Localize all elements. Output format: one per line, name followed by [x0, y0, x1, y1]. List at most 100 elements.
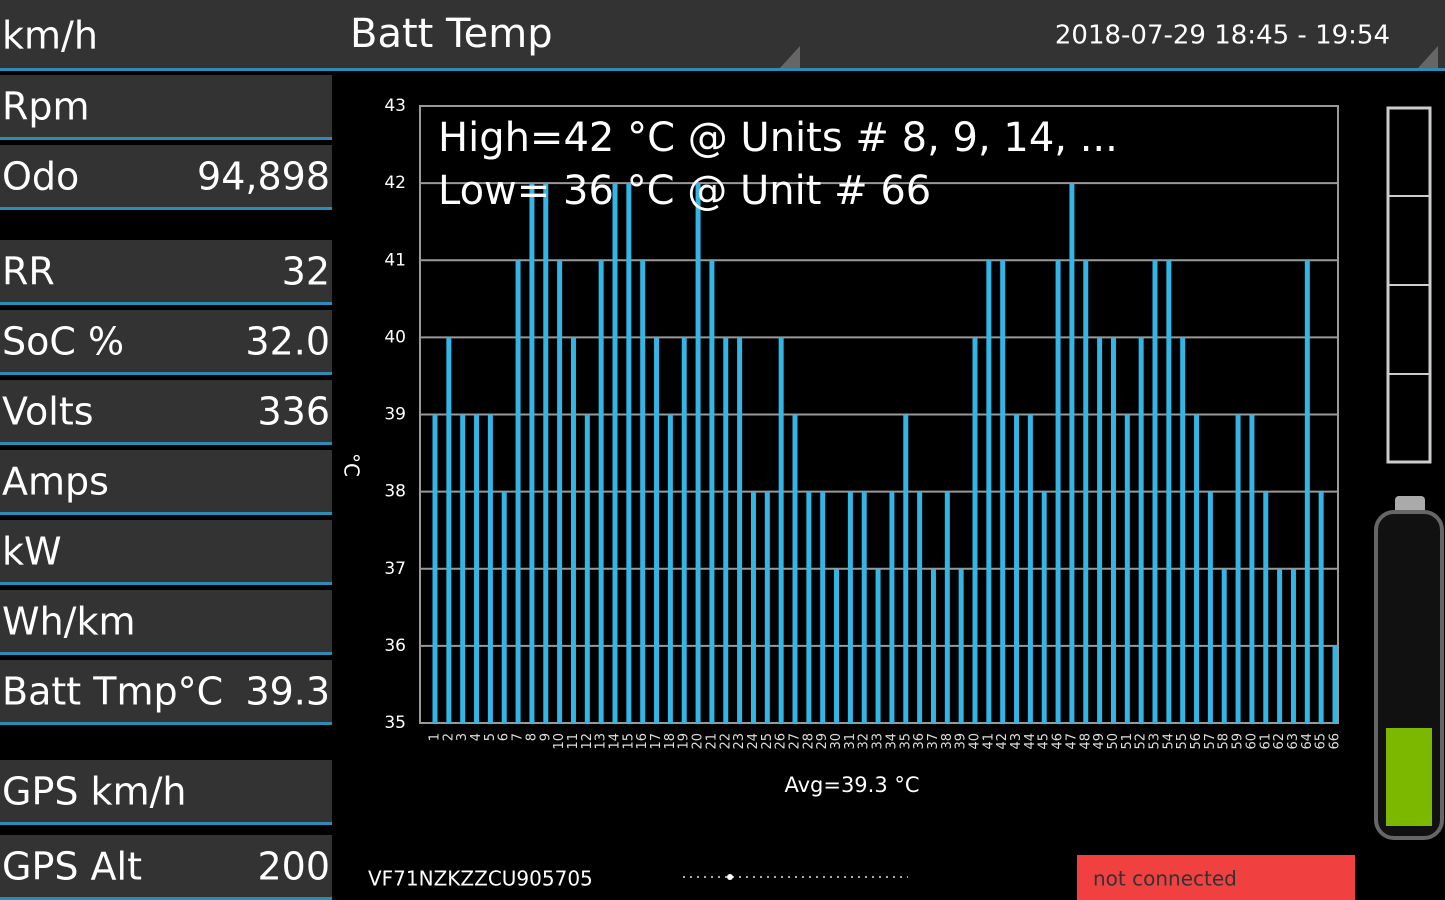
- row-label: Amps: [2, 460, 109, 504]
- x-tick-label: 53: [1148, 733, 1163, 750]
- bar: [792, 414, 798, 723]
- row-label: Batt Tmp°C: [2, 670, 223, 714]
- x-tick-label: 5: [483, 733, 498, 741]
- bar: [1304, 260, 1310, 723]
- row-underline: [0, 512, 332, 515]
- x-tick-label: 42: [995, 733, 1010, 750]
- x-tick-label: 35: [898, 733, 913, 750]
- bar: [1207, 491, 1213, 723]
- time-range: 2018-07-29 18:45 - 19:54: [1055, 21, 1390, 51]
- x-tick-label: 57: [1203, 733, 1218, 750]
- bar: [1318, 491, 1324, 723]
- bar: [1180, 337, 1186, 723]
- row-label: GPS Alt: [2, 845, 142, 889]
- bar: [778, 337, 784, 723]
- row-underline: [0, 302, 332, 305]
- status-text: not connected: [1093, 867, 1237, 891]
- row-label: kW: [2, 530, 62, 574]
- x-tick-label: 9: [538, 733, 553, 741]
- x-tick-label: 10: [552, 733, 567, 750]
- x-tick-label: 38: [940, 733, 955, 750]
- sidebar-row: [0, 520, 332, 582]
- bar: [612, 183, 618, 723]
- x-tick-label: 23: [732, 733, 747, 750]
- x-tick-label: 58: [1217, 733, 1232, 750]
- x-tick-label: 11: [566, 733, 581, 750]
- sidebar-row: [0, 75, 332, 137]
- x-tick-label: 14: [608, 733, 623, 750]
- sidebar-row: [0, 835, 332, 897]
- x-tick-label: 46: [1051, 733, 1066, 750]
- x-tick-label: 21: [704, 733, 719, 750]
- bar: [1124, 414, 1130, 723]
- x-tick-label: 34: [884, 733, 899, 750]
- x-tick-label: 62: [1272, 733, 1287, 750]
- y-tick-label: 35: [384, 713, 406, 733]
- row-underline: [0, 207, 332, 210]
- corner-mark: [1418, 46, 1438, 68]
- bar: [1235, 414, 1241, 723]
- x-tick-label: 18: [663, 733, 678, 750]
- x-tick-label: 49: [1092, 733, 1107, 750]
- bar: [501, 491, 507, 723]
- bar: [654, 337, 660, 723]
- bar: [1194, 414, 1200, 723]
- x-tick-label: 28: [801, 733, 816, 750]
- bar: [529, 183, 535, 723]
- sidebar-row: [0, 660, 332, 722]
- row-underline: [0, 722, 332, 725]
- x-tick-label: 15: [621, 733, 636, 750]
- x-tick-label: 6: [497, 733, 512, 741]
- sidebar-row: [0, 380, 332, 442]
- x-tick-label: 51: [1120, 733, 1135, 750]
- bar: [903, 414, 909, 723]
- bar: [570, 337, 576, 723]
- y-tick-label: 43: [384, 96, 406, 116]
- bar: [861, 491, 867, 723]
- row-label: Rpm: [2, 85, 90, 129]
- row-value: 336: [257, 390, 330, 434]
- progress-dot: [727, 874, 733, 880]
- x-tick-label: 17: [649, 733, 664, 750]
- bar: [598, 260, 604, 723]
- sidebar-row: [0, 450, 332, 512]
- x-tick-label: 29: [815, 733, 830, 750]
- bar: [626, 183, 632, 723]
- header-line: [0, 68, 1445, 71]
- row-underline: [0, 372, 332, 375]
- x-tick-label: 26: [774, 733, 789, 750]
- annotation: Low= 36 °C @ Unit # 66: [438, 168, 931, 214]
- x-tick-label: 48: [1078, 733, 1093, 750]
- x-tick-label: 19: [677, 733, 692, 750]
- bar: [667, 414, 673, 723]
- bar: [820, 491, 826, 723]
- x-tick-label: 22: [718, 733, 733, 750]
- x-tick-label: 40: [968, 733, 983, 750]
- bar: [709, 260, 715, 723]
- x-tick-label: 65: [1314, 733, 1329, 750]
- x-tick-label: 24: [746, 733, 761, 750]
- x-tick-label: 30: [829, 733, 844, 750]
- bar: [460, 414, 466, 723]
- x-tick-label: 41: [981, 733, 996, 750]
- row-label: SoC %: [2, 320, 124, 364]
- x-tick-label: 47: [1064, 733, 1079, 750]
- x-tick-label: 13: [594, 733, 609, 750]
- sidebar-row: [0, 240, 332, 302]
- x-tick-label: 7: [511, 733, 526, 741]
- bar: [737, 337, 743, 723]
- bar: [875, 568, 881, 723]
- bar: [806, 491, 812, 723]
- row-label: Odo: [2, 155, 79, 199]
- x-tick-label: 50: [1106, 733, 1121, 750]
- x-tick-label: 2: [441, 733, 456, 741]
- bar: [750, 491, 756, 723]
- x-tick-label: 55: [1175, 733, 1190, 750]
- x-tick-label: 59: [1231, 733, 1246, 750]
- bar: [889, 491, 895, 723]
- bar: [958, 568, 964, 723]
- row-underline: [0, 652, 332, 655]
- x-tick-label: 64: [1300, 733, 1315, 750]
- bar: [944, 491, 950, 723]
- bar: [487, 414, 493, 723]
